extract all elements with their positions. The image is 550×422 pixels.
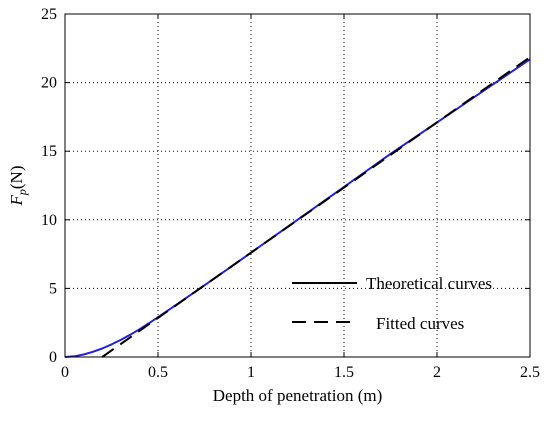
legend-label-fitted: Fitted curves	[376, 314, 464, 333]
y-tick-label: 20	[41, 75, 57, 92]
y-tick-label: 0	[49, 349, 57, 366]
series-group	[64, 56, 531, 358]
legend: Theoretical curves Fitted curves	[292, 274, 492, 333]
legend-label-theoretical: Theoretical curves	[366, 274, 492, 293]
y-axis-label-sub: p	[15, 189, 29, 196]
plot-frame	[64, 13, 531, 358]
x-tick-label: 0	[61, 364, 69, 381]
y-axis-label-unit: (N)	[7, 166, 26, 190]
x-tick-label: 2.5	[520, 364, 540, 381]
ticks: 0 0.5 1 1.5 2 2.5 0 5 10 15 20 25	[41, 6, 540, 381]
series-line-fitted	[101, 56, 531, 358]
y-tick-label: 5	[49, 280, 57, 297]
x-tick-label: 2	[433, 364, 441, 381]
series-line-theoretical	[64, 58, 531, 358]
y-tick-label: 10	[41, 212, 57, 229]
x-tick-label: 1.5	[334, 364, 354, 381]
x-tick-label: 1	[247, 364, 255, 381]
x-axis-label: Depth of penetration (m)	[213, 386, 382, 405]
y-tick-label: 25	[41, 6, 57, 23]
y-tick-label: 15	[41, 143, 57, 160]
y-axis-label: Fp(N)	[7, 166, 29, 207]
x-tick-label: 0.5	[148, 364, 168, 381]
grid	[65, 14, 530, 357]
y-axis-label-main: F	[7, 195, 26, 207]
